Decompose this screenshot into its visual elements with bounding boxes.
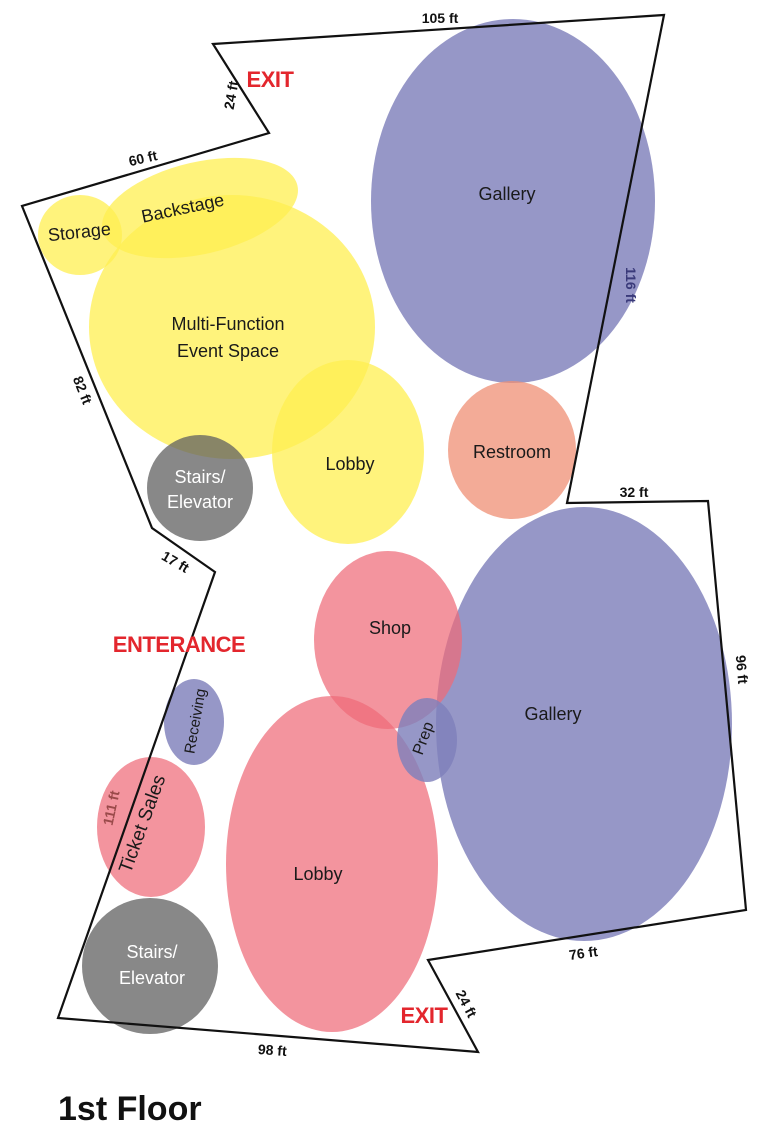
room-label-stairs-lower-line2: Elevator <box>119 968 185 988</box>
stairs-upper-zone[interactable] <box>147 435 253 541</box>
room-label-shop: Shop <box>369 618 411 638</box>
restroom-zone[interactable] <box>448 381 576 519</box>
room-label-stairs-upper-line1: Stairs/ <box>174 467 225 487</box>
exit-marker-top: EXIT <box>247 67 295 92</box>
room-label-stairs-lower-line1: Stairs/ <box>126 942 177 962</box>
dimension-top: 105 ft <box>422 10 459 26</box>
backstage-zone[interactable] <box>92 141 308 276</box>
room-label-event-space-line2: Event Space <box>177 341 279 361</box>
exit-marker-bottom: EXIT <box>401 1003 449 1028</box>
entrance-marker: ENTERANCE <box>113 632 245 657</box>
room-label-gallery-upper: Gallery <box>478 184 535 204</box>
dimension-bottom: 98 ft <box>257 1041 287 1059</box>
room-label-lobby-lower: Lobby <box>293 864 342 884</box>
receiving-zone[interactable] <box>164 679 224 765</box>
room-label-stairs-upper-line2: Elevator <box>167 492 233 512</box>
dimension-upper-left: 60 ft <box>127 147 159 169</box>
prep-zone[interactable] <box>397 698 457 782</box>
stairs-lower-zone[interactable] <box>82 898 218 1034</box>
dimension-notch: 32 ft <box>620 484 649 500</box>
gallery-upper-zone[interactable] <box>371 19 655 383</box>
lobby-lower-zone[interactable] <box>226 696 438 1032</box>
building-outline <box>20 13 748 1054</box>
floor-title: 1st Floor <box>58 1090 202 1128</box>
room-label-restroom: Restroom <box>473 442 551 462</box>
room-label-lobby-upper: Lobby <box>325 454 374 474</box>
room-label-gallery-lower: Gallery <box>524 704 581 724</box>
dimension-bottom-short: 24 ft <box>453 987 481 1020</box>
lobby-upper-zone[interactable] <box>272 360 424 544</box>
dimension-top-left-short: 24 ft <box>221 79 242 110</box>
dimension-left-lower: 111 ft <box>100 789 123 827</box>
shop-zone[interactable] <box>314 551 462 729</box>
gallery-lower-zone[interactable] <box>436 507 732 941</box>
ticket-sales-zone[interactable] <box>97 757 205 897</box>
dimension-right-upper: 116 ft <box>623 267 639 303</box>
storage-zone[interactable] <box>38 195 122 275</box>
dimension-right-lower: 96 ft <box>733 655 751 685</box>
room-label-event-space-line1: Multi-Function <box>171 314 284 334</box>
dimension-bottom-right: 76 ft <box>568 943 599 963</box>
